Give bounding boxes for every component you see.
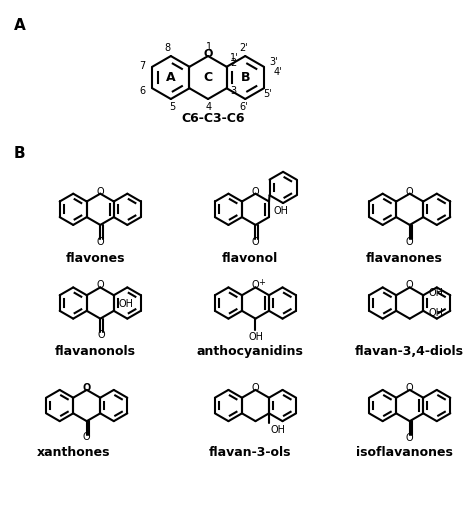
Text: O: O xyxy=(252,187,259,197)
Text: 6: 6 xyxy=(139,86,146,96)
Text: O: O xyxy=(406,280,413,290)
Text: O: O xyxy=(252,280,259,290)
Text: 2': 2' xyxy=(239,43,247,53)
Text: OH: OH xyxy=(249,332,264,342)
Text: 5': 5' xyxy=(264,89,272,99)
Text: OH: OH xyxy=(271,425,286,435)
Text: O: O xyxy=(96,187,104,197)
Text: O: O xyxy=(406,383,413,393)
Text: 4: 4 xyxy=(206,102,212,112)
Text: O: O xyxy=(96,237,104,247)
Text: 6': 6' xyxy=(239,102,247,112)
Text: 7: 7 xyxy=(139,61,146,71)
Text: 2: 2 xyxy=(230,58,237,68)
Text: O: O xyxy=(83,432,91,442)
Text: O: O xyxy=(406,187,413,197)
Text: A: A xyxy=(14,18,26,33)
Text: O: O xyxy=(252,383,259,393)
Text: +: + xyxy=(258,278,265,287)
Text: flavan-3,4-diols: flavan-3,4-diols xyxy=(355,346,464,358)
Text: O: O xyxy=(96,280,104,290)
Text: OH: OH xyxy=(118,299,134,309)
Text: 1: 1 xyxy=(206,42,212,52)
Text: O: O xyxy=(406,433,413,443)
Text: flavanones: flavanones xyxy=(366,251,443,265)
Text: anthocyanidins: anthocyanidins xyxy=(197,346,304,358)
Text: O: O xyxy=(98,330,105,340)
Text: B: B xyxy=(240,71,250,84)
Text: flavones: flavones xyxy=(65,251,125,265)
Text: flavan-3-ols: flavan-3-ols xyxy=(209,446,292,459)
Text: OH: OH xyxy=(428,308,443,318)
Text: OH: OH xyxy=(428,288,443,298)
Text: 4': 4' xyxy=(273,67,282,77)
Text: isoflavanones: isoflavanones xyxy=(356,446,453,459)
Text: 1': 1' xyxy=(229,53,238,63)
Text: O: O xyxy=(406,237,413,247)
Text: 3: 3 xyxy=(230,86,237,96)
Text: xanthones: xanthones xyxy=(36,446,110,459)
Text: O: O xyxy=(203,49,213,59)
Text: B: B xyxy=(14,146,25,161)
Text: 8: 8 xyxy=(165,43,171,53)
Text: flavonol: flavonol xyxy=(222,251,278,265)
Text: C6-C3-C6: C6-C3-C6 xyxy=(181,112,245,125)
Text: A: A xyxy=(166,71,176,84)
Text: OH: OH xyxy=(274,206,289,216)
Text: 5: 5 xyxy=(169,102,175,112)
Text: C: C xyxy=(203,71,213,84)
Text: 3': 3' xyxy=(270,57,278,67)
Text: O: O xyxy=(82,383,91,393)
Text: O: O xyxy=(252,237,259,247)
Text: flavanonols: flavanonols xyxy=(55,346,136,358)
